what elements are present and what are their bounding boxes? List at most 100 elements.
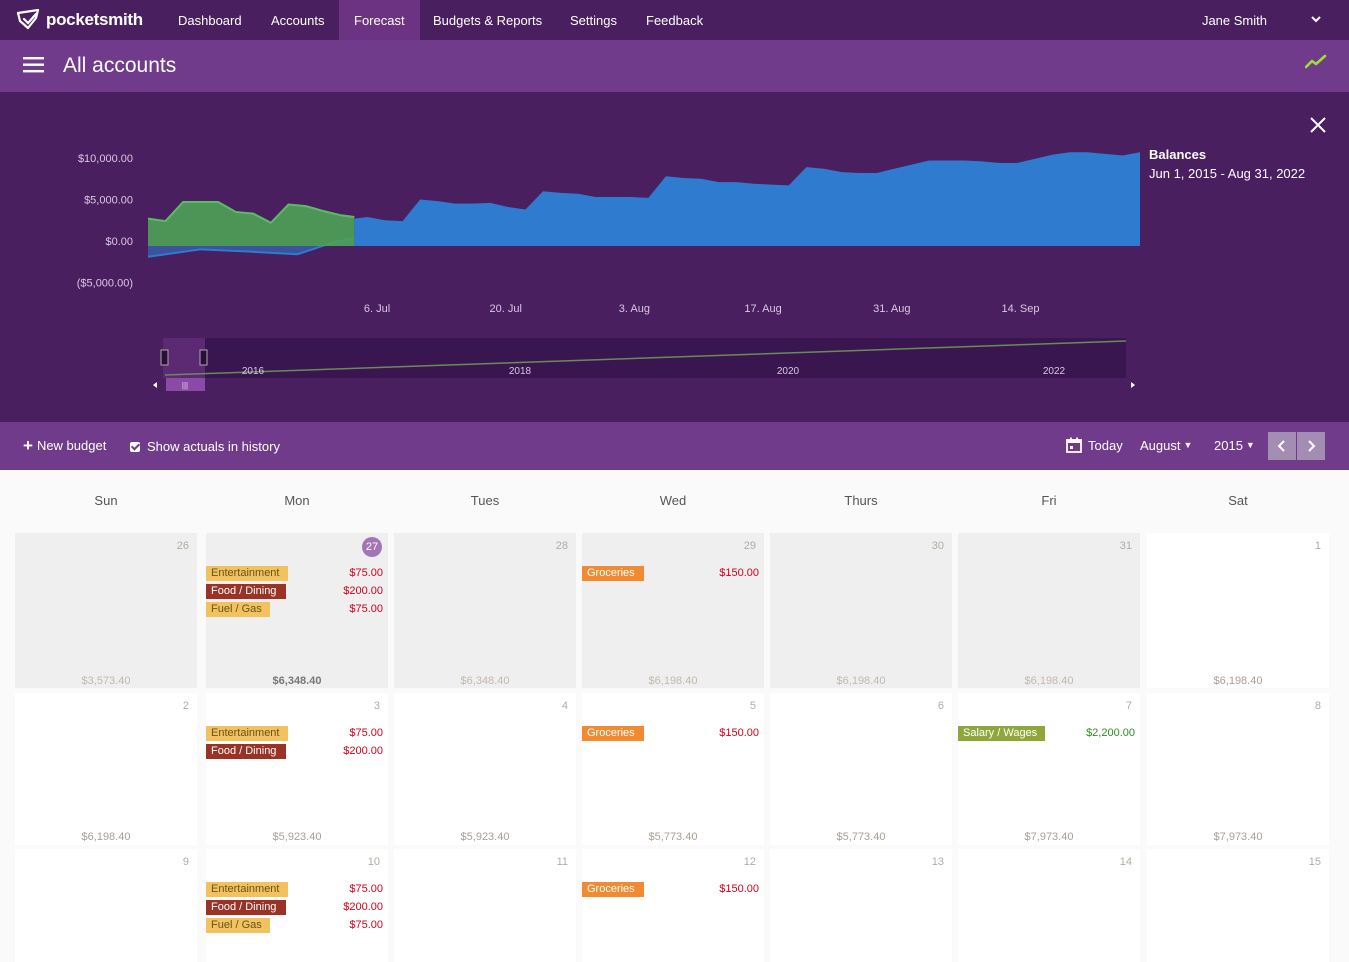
show-actuals-toggle[interactable]: Show actuals in history xyxy=(130,439,280,454)
event-amount: $200.00 xyxy=(343,585,383,597)
hamburger-icon[interactable] xyxy=(23,56,45,74)
category-tag[interactable]: Food / Dining xyxy=(206,584,286,599)
event-amount: $75.00 xyxy=(349,567,383,579)
logo-icon xyxy=(16,9,40,30)
budget-event[interactable]: Entertainment $75.00 xyxy=(206,566,383,581)
calendar-day-cell[interactable]: 13 xyxy=(770,849,952,962)
calendar-day-cell[interactable]: 11 xyxy=(394,849,576,962)
calendar-day-cell[interactable]: 15 xyxy=(1147,849,1329,962)
nav-dashboard[interactable]: Dashboard xyxy=(178,13,242,28)
day-header-sat: Sat xyxy=(1228,493,1248,508)
calendar-day-cell[interactable]: 26 $3,573.40 xyxy=(15,533,197,688)
close-icon[interactable] xyxy=(1309,116,1327,134)
show-actuals-label: Show actuals in history xyxy=(147,439,280,454)
day-balance: $5,773.40 xyxy=(648,831,698,843)
calendar-day-cell[interactable]: 30 $6,198.40 xyxy=(770,533,952,688)
day-number: 29 xyxy=(743,540,756,552)
day-number: 8 xyxy=(1314,700,1321,712)
actual-line xyxy=(147,201,355,224)
calendar-day-cell[interactable]: 5 Groceries $150.00 $5,773.40 xyxy=(582,693,764,845)
category-tag[interactable]: Entertainment xyxy=(206,882,288,897)
prev-month-button[interactable] xyxy=(1268,432,1296,460)
category-tag[interactable]: Fuel / Gas xyxy=(206,602,270,617)
day-number: 10 xyxy=(367,856,380,868)
category-tag[interactable]: Groceries xyxy=(582,726,644,741)
plus-icon: + xyxy=(23,435,33,455)
chevron-down-icon[interactable] xyxy=(1309,12,1323,26)
calendar-day-cell[interactable]: 1 $6,198.40 xyxy=(1147,533,1329,688)
user-name[interactable]: Jane Smith xyxy=(1201,13,1267,28)
nav-budgets-reports[interactable]: Budgets & Reports xyxy=(433,13,543,28)
calendar-day-cell[interactable]: 6 $5,773.40 xyxy=(770,693,952,845)
day-number: 26 xyxy=(176,540,189,552)
budget-event[interactable]: Salary / Wages $2,200.00 xyxy=(958,726,1135,741)
category-tag[interactable]: Food / Dining xyxy=(206,744,286,759)
day-number: 1 xyxy=(1314,540,1321,552)
calendar-day-cell[interactable]: 7 Salary / Wages $2,200.00 $7,973.40 xyxy=(958,693,1140,845)
budget-event[interactable]: Food / Dining $200.00 xyxy=(206,744,383,759)
trend-line-icon[interactable] xyxy=(1305,54,1327,70)
budget-event[interactable]: Groceries $150.00 xyxy=(582,566,759,581)
budget-event[interactable]: Entertainment $75.00 xyxy=(206,726,383,741)
calendar-day-cell[interactable]: 12 Groceries $150.00 xyxy=(582,849,764,962)
category-tag[interactable]: Entertainment xyxy=(206,566,288,581)
budget-event[interactable]: Fuel / Gas $75.00 xyxy=(206,602,383,617)
top-nav: pocketsmith Dashboard Accounts Forecast … xyxy=(0,0,1349,40)
nav-accounts[interactable]: Accounts xyxy=(271,13,325,28)
budget-event[interactable]: Food / Dining $200.00 xyxy=(206,900,383,915)
today-button[interactable]: Today xyxy=(1066,437,1123,453)
calendar-day-cell[interactable]: 31 $6,198.40 xyxy=(958,533,1140,688)
category-tag[interactable]: Groceries xyxy=(582,566,644,581)
show-actuals-checkbox[interactable] xyxy=(130,441,140,452)
category-tag[interactable]: Entertainment xyxy=(206,726,288,741)
calendar-day-cell[interactable]: 27 Entertainment $75.00 Food / Dining $200.0… xyxy=(206,533,388,688)
calendar-day-cell[interactable]: 10 Entertainment $75.00 Food / Dining $200.0… xyxy=(206,849,388,962)
month-select[interactable]: August ▼ xyxy=(1140,438,1192,453)
day-number: 4 xyxy=(561,700,568,712)
day-balance: $5,923.40 xyxy=(460,831,510,843)
budget-event[interactable]: Food / Dining $200.00 xyxy=(206,584,383,599)
navigator-year-label: 2022 xyxy=(1043,366,1066,377)
today-label: Today xyxy=(1088,437,1123,453)
day-number: 31 xyxy=(1119,540,1132,552)
logo-text: pocketsmith xyxy=(46,10,143,29)
calendar-day-cell[interactable]: 8 $7,973.40 xyxy=(1147,693,1329,845)
new-budget-button[interactable]: + New budget xyxy=(23,435,106,455)
forecast-area xyxy=(354,152,1140,246)
day-balance: $6,348.40 xyxy=(272,675,322,687)
calendar-day-cell[interactable]: 2 $6,198.40 xyxy=(15,693,197,845)
day-balance: $6,198.40 xyxy=(81,831,131,843)
budget-event[interactable]: Groceries $150.00 xyxy=(582,882,759,897)
nav-settings[interactable]: Settings xyxy=(570,13,617,28)
calendar-day-cell[interactable]: 9 xyxy=(15,849,197,962)
budget-event[interactable]: Groceries $150.00 xyxy=(582,726,759,741)
next-month-button[interactable] xyxy=(1297,432,1325,460)
category-tag[interactable]: Food / Dining xyxy=(206,900,286,915)
logo[interactable]: pocketsmith xyxy=(16,9,143,31)
day-header-sun: Sun xyxy=(94,493,118,508)
calendar-day-cell[interactable]: 4 $5,923.40 xyxy=(394,693,576,845)
nav-forecast[interactable]: Forecast xyxy=(339,0,420,40)
budget-event[interactable]: Entertainment $75.00 xyxy=(206,882,383,897)
day-number: 12 xyxy=(743,856,756,868)
day-balance: $7,973.40 xyxy=(1213,831,1263,843)
event-amount: $75.00 xyxy=(349,727,383,739)
category-tag[interactable]: Salary / Wages xyxy=(958,726,1045,741)
day-balance: $6,198.40 xyxy=(648,675,698,687)
day-header-mon: Mon xyxy=(284,493,310,508)
category-tag[interactable]: Groceries xyxy=(582,882,644,897)
year-select[interactable]: 2015 ▼ xyxy=(1214,438,1255,453)
nav-feedback[interactable]: Feedback xyxy=(646,13,704,28)
budget-event[interactable]: Fuel / Gas $75.00 xyxy=(206,918,383,933)
y-tick-label: $5,000.00 xyxy=(84,195,133,207)
actual-area xyxy=(148,202,355,246)
calendar-day-cell[interactable]: 14 xyxy=(958,849,1140,962)
calendar-day-cell[interactable]: 28 $6,348.40 xyxy=(394,533,576,688)
day-number: 15 xyxy=(1308,856,1321,868)
calendar-day-cell[interactable]: 29 Groceries $150.00 $6,198.40 xyxy=(582,533,764,688)
calendar-day-cell[interactable]: 3 Entertainment $75.00 Food / Dining $200.00… xyxy=(206,693,388,845)
category-tag[interactable]: Fuel / Gas xyxy=(206,918,270,933)
x-tick-label: 14. Sep xyxy=(1002,303,1040,315)
event-amount: $2,200.00 xyxy=(1086,727,1135,739)
day-number: 7 xyxy=(1125,700,1132,712)
